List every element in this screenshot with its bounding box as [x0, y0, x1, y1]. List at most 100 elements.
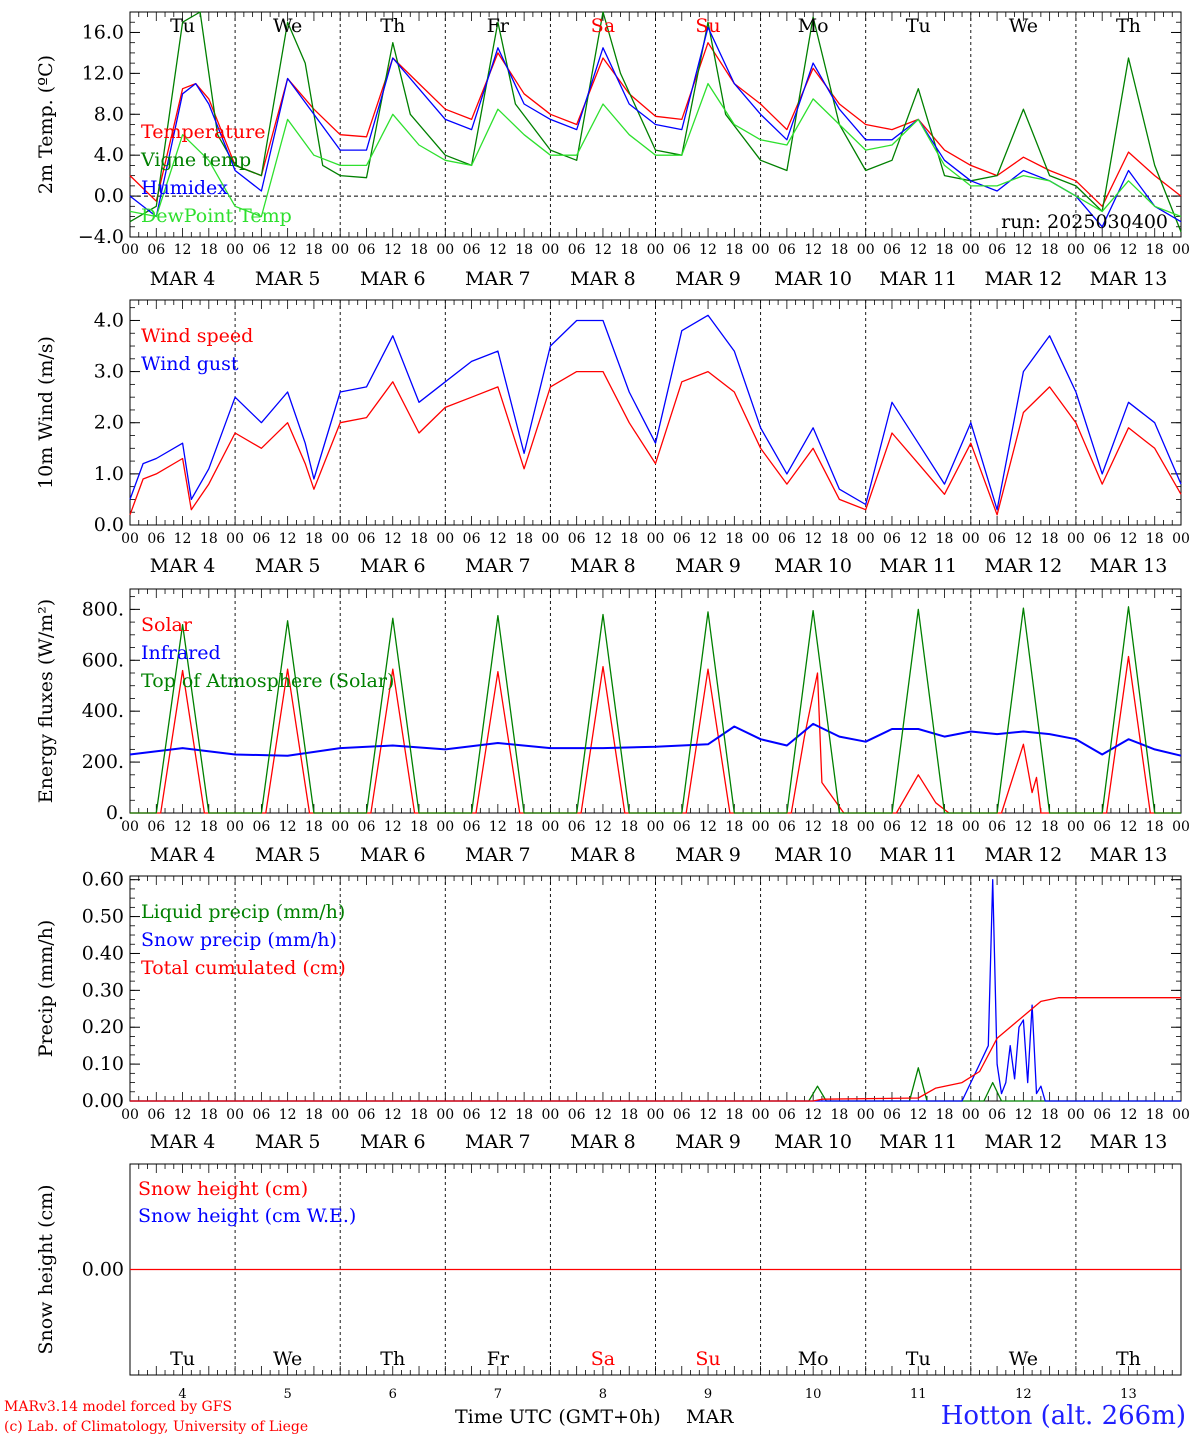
hour-tick-label: 18 — [620, 1107, 638, 1123]
y-tick-label: 400. — [82, 700, 124, 722]
hour-tick-label: 18 — [1146, 531, 1164, 547]
day-number: 4 — [178, 1387, 186, 1402]
hour-tick-label: 00 — [1172, 1107, 1190, 1123]
day-abbr: Sa — [591, 15, 615, 37]
hour-tick-label: 06 — [883, 242, 901, 258]
hour-tick-label: 00 — [121, 531, 139, 547]
hour-tick-label: 18 — [936, 1107, 954, 1123]
hour-tick-label: 12 — [384, 819, 402, 835]
series-liquid-precip-mm-h- — [130, 1067, 1181, 1102]
hour-tick-label: 12 — [1120, 1107, 1138, 1123]
hour-tick-label: 00 — [121, 1107, 139, 1123]
hour-tick-label: 18 — [1041, 819, 1059, 835]
hour-tick-label: 12 — [699, 531, 717, 547]
legend-entry: Total cumulated (cm) — [141, 957, 346, 979]
hour-tick-label: 00 — [857, 531, 875, 547]
day-number: 5 — [284, 1387, 292, 1402]
hour-tick-label: 12 — [174, 531, 192, 547]
date-label: MAR 10 — [774, 268, 852, 290]
day-abbr: Mo — [798, 1348, 829, 1370]
run-label: run: 2025030400 — [1001, 211, 1168, 233]
hour-tick-label: 00 — [1172, 819, 1190, 835]
hour-tick-label: 00 — [121, 819, 139, 835]
y-tick-label: 0.50 — [82, 906, 124, 928]
hour-tick-label: 00 — [647, 531, 665, 547]
y-tick-label: 8.0 — [94, 103, 124, 125]
day-abbr: Su — [695, 15, 720, 37]
series-wind-speed — [129, 370, 1182, 516]
hour-tick-label: 12 — [804, 242, 822, 258]
hour-tick-label: 00 — [1172, 531, 1190, 547]
series-top-of-atmosphere-solar- — [130, 606, 1181, 814]
hour-tick-label: 00 — [962, 242, 980, 258]
hour-tick-label: 12 — [384, 531, 402, 547]
hour-tick-label: 00 — [962, 1107, 980, 1123]
day-number: 7 — [494, 1387, 502, 1402]
hour-tick-label: 18 — [936, 819, 954, 835]
hour-tick-label: 12 — [489, 242, 507, 258]
hour-tick-label: 06 — [1093, 531, 1111, 547]
hour-tick-label: 06 — [1093, 242, 1111, 258]
hour-tick-label: 12 — [279, 531, 297, 547]
date-label: MAR 7 — [465, 844, 531, 866]
hour-tick-label: 12 — [384, 242, 402, 258]
date-label: MAR 13 — [1090, 268, 1168, 290]
hour-tick-label: 00 — [752, 1107, 770, 1123]
y-tick-label: 0.0 — [94, 185, 124, 207]
hour-tick-label: 00 — [436, 1107, 454, 1123]
hour-tick-label: 06 — [252, 819, 270, 835]
y-axis-label: 2m Temp. (ºC) — [35, 55, 57, 194]
hour-tick-label: 00 — [436, 819, 454, 835]
day-abbr: Su — [695, 1348, 720, 1370]
day-number: 9 — [704, 1387, 712, 1402]
series-solar — [130, 655, 1181, 814]
series-wind-gust — [129, 314, 1182, 511]
hour-tick-label: 00 — [962, 819, 980, 835]
date-label: MAR 9 — [675, 268, 741, 290]
series-vigne-temp — [129, 11, 1182, 233]
hour-tick-label: 12 — [594, 242, 612, 258]
hour-tick-label: 12 — [1120, 531, 1138, 547]
hour-tick-label: 12 — [804, 1107, 822, 1123]
y-tick-label: 200. — [82, 751, 124, 773]
hour-tick-label: 06 — [778, 819, 796, 835]
hour-tick-label: 06 — [147, 242, 165, 258]
hour-tick-label: 06 — [988, 242, 1006, 258]
date-label: MAR 11 — [879, 844, 957, 866]
day-abbr: We — [273, 1348, 302, 1370]
day-abbr: We — [1009, 1348, 1038, 1370]
hour-tick-label: 12 — [279, 819, 297, 835]
hour-tick-label: 00 — [541, 531, 559, 547]
date-label: MAR 10 — [774, 844, 852, 866]
date-label: MAR 5 — [255, 268, 321, 290]
hour-tick-label: 06 — [252, 242, 270, 258]
hour-tick-label: 06 — [358, 819, 376, 835]
day-abbr: Tu — [170, 15, 195, 37]
hour-tick-label: 06 — [673, 531, 691, 547]
hour-tick-label: 18 — [725, 1107, 743, 1123]
hour-tick-label: 12 — [909, 1107, 927, 1123]
panel-4: 0.60 0.50 0.40 0.30 0.20 0.10 0.00 Precip (mm/h… — [35, 869, 1190, 1153]
date-label: MAR 6 — [360, 1131, 426, 1153]
hour-tick-label: 06 — [1093, 819, 1111, 835]
hour-tick-label: 06 — [673, 1107, 691, 1123]
day-abbr: We — [1009, 15, 1038, 37]
hour-tick-label: 12 — [594, 819, 612, 835]
hour-tick-label: 00 — [857, 1107, 875, 1123]
date-label: MAR 5 — [255, 844, 321, 866]
hour-tick-label: 18 — [936, 242, 954, 258]
hour-tick-label: 00 — [647, 819, 665, 835]
legend-entry: Snow precip (mm/h) — [141, 929, 337, 951]
date-label: MAR 9 — [675, 555, 741, 577]
hour-tick-label: 06 — [358, 531, 376, 547]
series-total-cumulated-cm- — [130, 997, 1181, 1102]
hour-tick-label: 18 — [305, 531, 323, 547]
day-number: 13 — [1120, 1387, 1137, 1402]
y-axis-label: Precip (mm/h) — [35, 920, 57, 1058]
hour-tick-label: 12 — [279, 242, 297, 258]
y-tick-label: 0.60 — [82, 869, 124, 891]
legend-entry: Snow height (cm W.E.) — [138, 1205, 356, 1227]
hour-tick-label: 00 — [121, 242, 139, 258]
hour-tick-label: 18 — [1146, 819, 1164, 835]
series-snow-precip-mm-h- — [130, 879, 1181, 1102]
